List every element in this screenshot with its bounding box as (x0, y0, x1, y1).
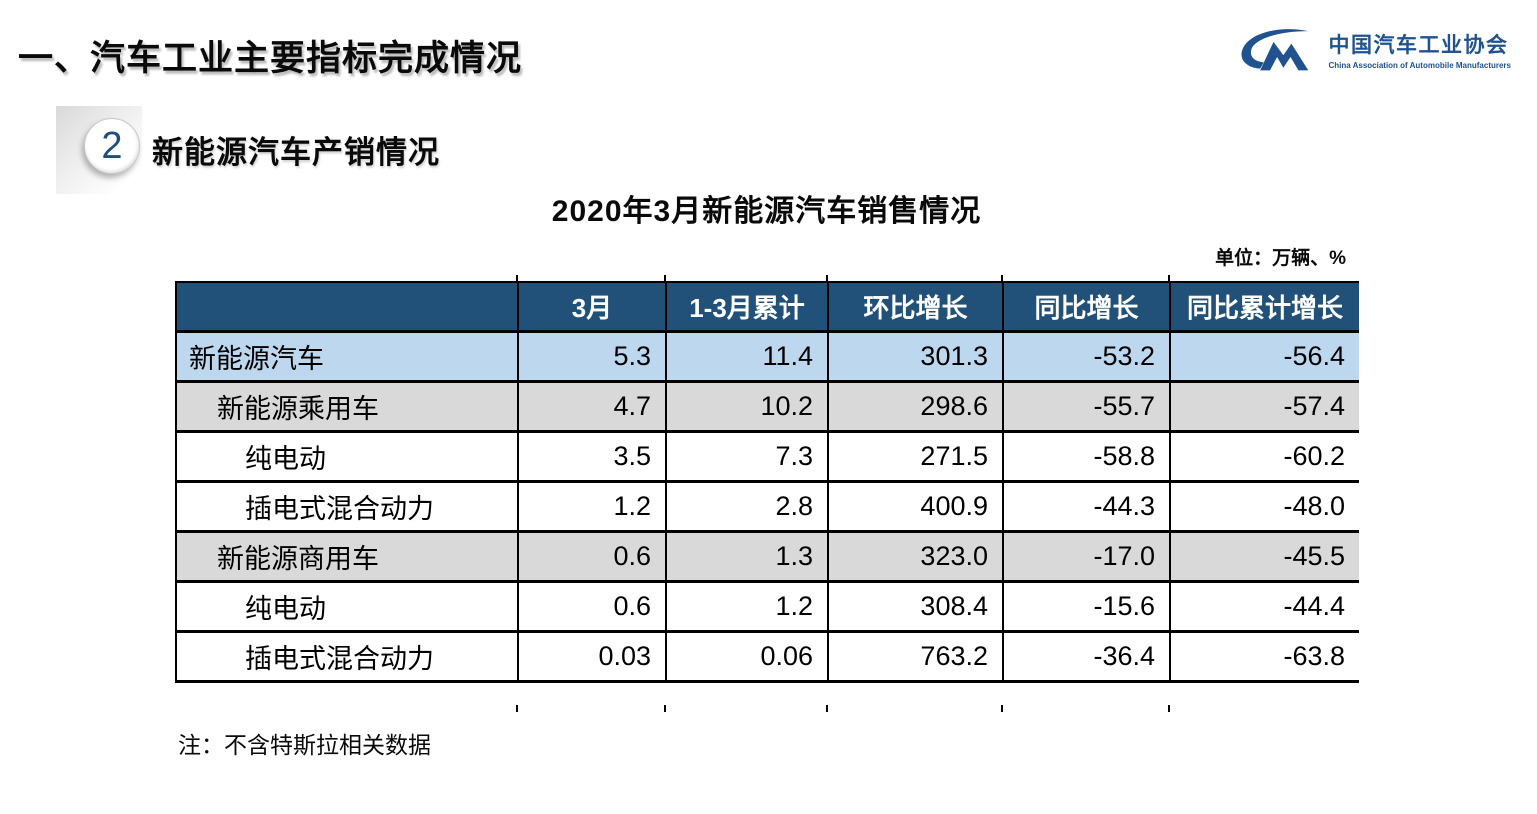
value-cell: -15.6 (1002, 581, 1170, 633)
caam-logo-icon (1241, 29, 1309, 71)
value-cell: -57.4 (1169, 381, 1359, 433)
value-cell: -56.4 (1169, 331, 1359, 383)
table-border-tick (826, 705, 828, 712)
column-header: 同比累计增长 (1169, 281, 1359, 333)
row-label-cell: 纯电动 (175, 431, 518, 483)
table-border-tick (1001, 705, 1003, 712)
table-row: 插电式混合动力 1.2 2.8 400.9 -44.3 -48.0 (175, 481, 1359, 533)
row-label-cell: 插电式混合动力 (175, 631, 518, 683)
table-row: 新能源汽车 5.3 11.4 301.3 -53.2 -56.4 (175, 331, 1359, 383)
value-cell: 5.3 (517, 331, 666, 383)
value-cell: -48.0 (1169, 481, 1359, 533)
value-cell: 298.6 (827, 381, 1003, 433)
row-label-cell: 新能源乘用车 (175, 381, 518, 433)
page-title: 一、汽车工业主要指标完成情况 (18, 39, 523, 78)
value-cell: -45.5 (1169, 531, 1359, 583)
value-cell: 3.5 (517, 431, 666, 483)
footnote: 注：不含特斯拉相关数据 (178, 732, 431, 758)
caam-logo: 中国汽车工业协会 China Association of Automobile… (1237, 22, 1511, 76)
nev-sales-table: 3月 1-3月累计 环比增长 同比增长 同比累计增长 新能源汽车 5.3 11.4 301.3… (175, 281, 1359, 683)
table-header-row: 3月 1-3月累计 环比增长 同比增长 同比累计增长 (175, 281, 1359, 333)
value-cell: -60.2 (1169, 431, 1359, 483)
table-border-tick (516, 275, 518, 281)
column-header-empty (175, 281, 518, 333)
caam-name-cn: 中国汽车工业协会 (1328, 33, 1509, 57)
table-border-tick (664, 705, 666, 712)
section-title: 新能源汽车产销情况 (152, 135, 440, 170)
value-cell: -36.4 (1002, 631, 1170, 683)
caam-logo-text: 中国汽车工业协会 China Association of Automobile… (1328, 29, 1511, 70)
table-row: 新能源商用车 0.6 1.3 323.0 -17.0 -45.5 (175, 531, 1359, 583)
table-row: 新能源乘用车 4.7 10.2 298.6 -55.7 -57.4 (175, 381, 1359, 433)
value-cell: 1.3 (665, 531, 828, 583)
value-cell: -63.8 (1169, 631, 1359, 683)
value-cell: 2.8 (665, 481, 828, 533)
value-cell: -58.8 (1002, 431, 1170, 483)
row-label-cell: 插电式混合动力 (175, 481, 518, 533)
table-row: 纯电动 0.6 1.2 308.4 -15.6 -44.4 (175, 581, 1359, 633)
value-cell: -53.2 (1002, 331, 1170, 383)
column-header: 同比增长 (1002, 281, 1170, 333)
table-border-tick (1168, 275, 1170, 281)
value-cell: 10.2 (665, 381, 828, 433)
value-cell: 400.9 (827, 481, 1003, 533)
value-cell: -17.0 (1002, 531, 1170, 583)
section-number-badge: 2 (84, 118, 140, 174)
row-label-cell: 新能源商用车 (175, 531, 518, 583)
column-header: 环比增长 (827, 281, 1003, 333)
table-border-tick (664, 275, 666, 281)
value-cell: 0.03 (517, 631, 666, 683)
table-body: 新能源汽车 5.3 11.4 301.3 -53.2 -56.4 新能源乘用车 4.7 10.2… (175, 331, 1359, 683)
row-label-cell: 纯电动 (175, 581, 518, 633)
column-header: 1-3月累计 (665, 281, 828, 333)
table-border-tick (1001, 275, 1003, 281)
value-cell: 323.0 (827, 531, 1003, 583)
value-cell: 0.06 (665, 631, 828, 683)
table-border-tick (1168, 705, 1170, 712)
value-cell: 271.5 (827, 431, 1003, 483)
value-cell: 1.2 (517, 481, 666, 533)
row-label-cell: 新能源汽车 (175, 331, 518, 383)
value-cell: 0.6 (517, 581, 666, 633)
table-border-tick (826, 275, 828, 281)
table-border-tick (516, 705, 518, 712)
value-cell: 11.4 (665, 331, 828, 383)
value-cell: 308.4 (827, 581, 1003, 633)
value-cell: 0.6 (517, 531, 666, 583)
value-cell: 7.3 (665, 431, 828, 483)
value-cell: 763.2 (827, 631, 1003, 683)
value-cell: -55.7 (1002, 381, 1170, 433)
value-cell: 1.2 (665, 581, 828, 633)
table-row: 纯电动 3.5 7.3 271.5 -58.8 -60.2 (175, 431, 1359, 483)
value-cell: 301.3 (827, 331, 1003, 383)
value-cell: -44.3 (1002, 481, 1170, 533)
column-header: 3月 (517, 281, 666, 333)
caam-name-en: China Association of Automobile Manufact… (1328, 60, 1511, 70)
table-title: 2020年3月新能源汽车销售情况 (551, 195, 982, 228)
value-cell: -44.4 (1169, 581, 1359, 633)
value-cell: 4.7 (517, 381, 666, 433)
table-row: 插电式混合动力 0.03 0.06 763.2 -36.4 -63.8 (175, 631, 1359, 683)
unit-label: 单位：万辆、% (1215, 248, 1346, 269)
